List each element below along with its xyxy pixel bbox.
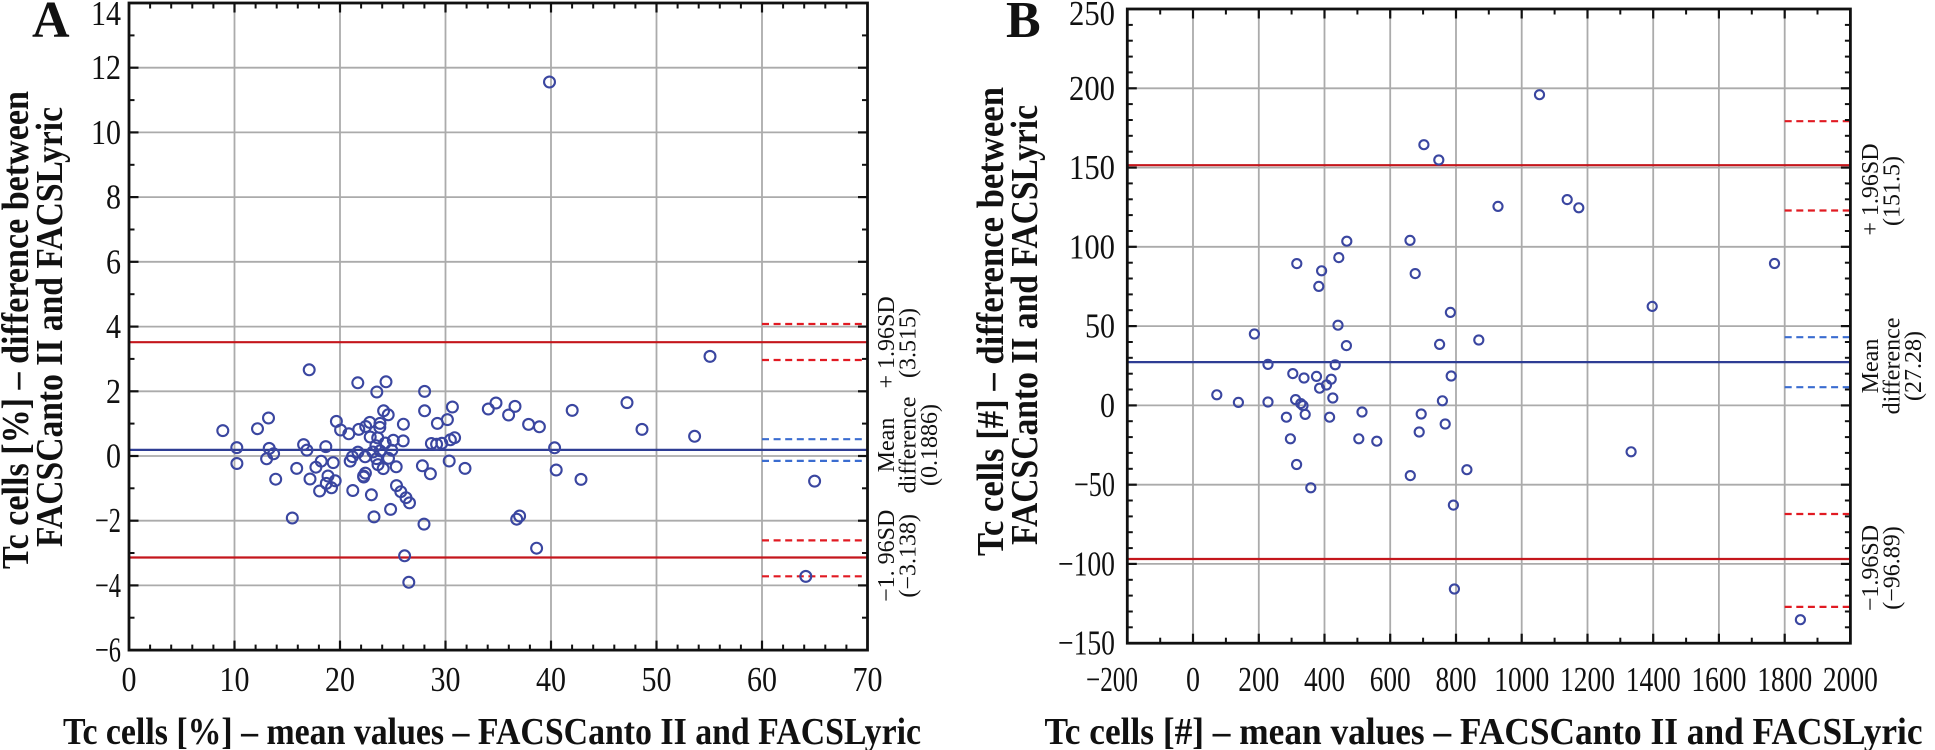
svg-text:1600: 1600: [1691, 660, 1746, 699]
svg-text:FACSCanto II and FACSLyric: FACSCanto II and FACSLyric: [29, 107, 71, 547]
svg-text:250: 250: [1069, 0, 1115, 33]
svg-text:10: 10: [220, 660, 250, 699]
svg-text:(−3.138): (−3.138): [896, 514, 922, 598]
svg-text:10: 10: [91, 113, 121, 152]
svg-text:(151.5): (151.5): [1880, 156, 1906, 226]
svg-text:(27.28): (27.28): [1901, 331, 1927, 401]
svg-text:(0.1886): (0.1886): [917, 404, 943, 486]
svg-text:400: 400: [1304, 660, 1345, 699]
svg-text:1000: 1000: [1494, 660, 1549, 699]
svg-text:−150: −150: [1058, 624, 1115, 663]
svg-text:8: 8: [106, 178, 121, 217]
svg-text:−50: −50: [1074, 465, 1115, 504]
svg-text:+ 1.96SD: + 1.96SD: [1858, 143, 1884, 235]
svg-text:B: B: [1006, 0, 1041, 49]
svg-text:2000: 2000: [1823, 660, 1878, 699]
svg-text:(3.515): (3.515): [896, 308, 922, 378]
svg-text:−1. 96SD: −1. 96SD: [874, 510, 900, 602]
svg-text:4: 4: [106, 307, 121, 346]
svg-text:50: 50: [642, 660, 672, 699]
svg-text:1800: 1800: [1757, 660, 1812, 699]
svg-text:difference: difference: [1880, 318, 1906, 415]
svg-text:200: 200: [1238, 660, 1279, 699]
svg-text:20: 20: [325, 660, 355, 699]
svg-text:(−96.89): (−96.89): [1880, 526, 1906, 610]
svg-text:Tc cells [#] – mean values – F: Tc cells [#] – mean values – FACSCanto I…: [1045, 711, 1923, 750]
svg-text:1200: 1200: [1560, 660, 1615, 699]
svg-text:600: 600: [1370, 660, 1411, 699]
svg-text:6: 6: [106, 242, 121, 281]
svg-text:40: 40: [536, 660, 566, 699]
svg-text:FACSCanto II and FACSLyric: FACSCanto II and FACSLyric: [1004, 105, 1046, 545]
svg-text:1400: 1400: [1626, 660, 1681, 699]
svg-text:0: 0: [1186, 660, 1200, 699]
svg-text:−6: −6: [95, 631, 121, 670]
svg-text:Mean: Mean: [1858, 339, 1884, 394]
svg-text:−2: −2: [95, 501, 121, 540]
svg-text:Mean: Mean: [874, 418, 900, 473]
svg-text:800: 800: [1436, 660, 1477, 699]
svg-text:2: 2: [106, 372, 121, 411]
svg-text:+ 1.96SD: + 1.96SD: [874, 296, 900, 388]
svg-text:0: 0: [106, 437, 121, 476]
svg-text:200: 200: [1069, 69, 1115, 108]
svg-text:−100: −100: [1058, 544, 1115, 583]
svg-text:150: 150: [1069, 148, 1115, 187]
svg-text:60: 60: [747, 660, 777, 699]
svg-text:difference: difference: [896, 397, 922, 494]
svg-text:Tc cells [%] – difference betw: Tc cells [%] – difference between: [0, 91, 37, 569]
svg-text:−200: −200: [1086, 660, 1138, 699]
svg-text:−4: −4: [95, 566, 121, 605]
svg-text:100: 100: [1069, 227, 1115, 266]
svg-text:30: 30: [431, 660, 461, 699]
svg-text:Tc cells [%] – mean values – F: Tc cells [%] – mean values – FACSCanto I…: [63, 711, 921, 750]
svg-text:50: 50: [1085, 307, 1115, 346]
svg-text:Tc cells [#] – difference betw: Tc cells [#] – difference between: [970, 87, 1012, 556]
svg-text:A: A: [32, 0, 70, 49]
svg-text:−1.96SD: −1.96SD: [1858, 525, 1884, 611]
svg-text:0: 0: [122, 660, 137, 699]
svg-text:70: 70: [853, 660, 883, 699]
svg-text:12: 12: [91, 48, 121, 87]
svg-text:0: 0: [1100, 386, 1115, 425]
svg-text:14: 14: [91, 0, 121, 33]
